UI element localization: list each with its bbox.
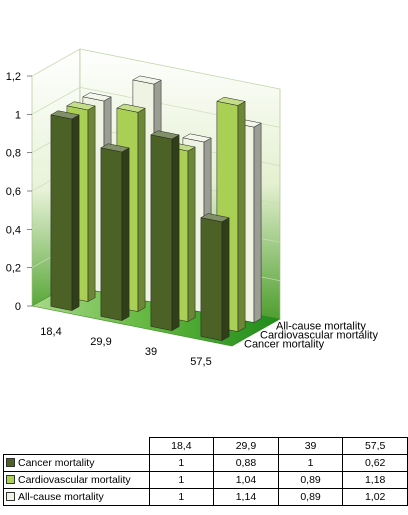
table-row: Cardiovascular mortality 1 1,04 0,89 1,1… — [3, 471, 408, 489]
gridline — [31, 48, 281, 90]
y-tick-label: 1,2 — [6, 71, 21, 83]
table-cell: 0,88 — [213, 454, 279, 472]
bar-top — [182, 133, 212, 143]
table-header-cell: 18,4 — [148, 437, 215, 455]
bar-front — [50, 114, 73, 311]
table-corner — [4, 438, 150, 455]
bar-side — [237, 100, 246, 333]
bar — [100, 143, 130, 322]
legend-label: All-cause mortality — [18, 491, 104, 503]
chart-bars — [50, 75, 262, 342]
bar-top — [132, 75, 162, 85]
depth-axis-label: Cardiovascular mortality — [260, 330, 378, 342]
table-header-cell: 29,9 — [213, 437, 279, 455]
bar-side — [121, 147, 130, 322]
table-header-row: 18,4 29,9 39 57,5 — [4, 437, 408, 455]
bar-top — [66, 101, 96, 111]
table-cell: 0,89 — [277, 471, 344, 489]
bar-front — [100, 147, 123, 321]
y-tick-label: 0,6 — [6, 186, 21, 198]
bar — [150, 130, 180, 332]
table-cell: 1 — [148, 471, 215, 489]
bar-top — [200, 213, 230, 223]
depth-axis-label: All-cause mortality — [276, 321, 366, 333]
legend-label: Cancer mortality — [18, 457, 95, 469]
legend-swatch — [6, 474, 15, 484]
bar-front — [200, 217, 223, 341]
table-row-label: Cardiovascular mortality — [3, 471, 150, 489]
table-header-cell: 57,5 — [342, 437, 408, 455]
bar-top — [116, 103, 146, 113]
y-tick-label: 0,2 — [6, 263, 21, 275]
bar — [200, 213, 230, 342]
bar-side — [171, 134, 180, 332]
bar-top — [82, 92, 112, 102]
table-header-cell: 39 — [277, 437, 344, 455]
table-row-label: All-cause mortality — [3, 488, 150, 506]
y-tick-label: 0 — [15, 301, 21, 313]
table-row-label: Cancer mortality — [3, 454, 150, 472]
bar-side — [137, 107, 146, 313]
legend-swatch — [6, 457, 15, 467]
bar-top — [216, 96, 246, 106]
table-cell: 1 — [277, 454, 344, 472]
chart-labels: 0 0,2 0,4 0,6 0,8 1 1,2 18,4 29,9 39 57,5 Cancer mo… — [6, 71, 379, 368]
legend-label: Cardiovascular mortality — [18, 474, 131, 486]
bar-side — [87, 105, 96, 303]
x-tick-label: 39 — [145, 346, 157, 358]
x-tick-label: 18,4 — [40, 326, 61, 338]
bar-top — [100, 143, 130, 153]
table-cell: 1 — [148, 454, 215, 472]
y-tick-label: 0,8 — [6, 148, 21, 160]
x-tick-label: 29,9 — [90, 336, 111, 348]
table-row: Cancer mortality 1 0,88 1 0,62 — [3, 454, 408, 472]
bar-front — [150, 134, 173, 331]
y-tick-label: 1 — [15, 109, 21, 121]
depth-axis-label: Cancer mortality — [244, 339, 325, 351]
table-cell: 1,04 — [213, 471, 279, 489]
table-row: All-cause mortality 1 1,14 0,89 1,02 — [3, 488, 408, 506]
table-cell: 1,02 — [342, 488, 408, 506]
bar-side — [71, 114, 80, 312]
y-tick-label: 0,4 — [6, 224, 21, 236]
table-cell: 1,14 — [213, 488, 279, 506]
bar — [50, 110, 80, 312]
bar-side — [187, 146, 196, 323]
chart: 0 0,2 0,4 0,6 0,8 1 1,2 18,4 29,9 39 57,5 Cancer mo… — [6, 48, 379, 368]
table-cell: 1,18 — [342, 471, 408, 489]
bar-top — [50, 110, 80, 120]
bar-top — [150, 130, 180, 140]
table-cell: 0,89 — [277, 488, 344, 506]
table-cell: 1 — [148, 488, 215, 506]
bar-side — [221, 217, 230, 342]
bar-side — [253, 122, 262, 324]
gridline — [31, 86, 281, 128]
table-cell: 0,62 — [342, 454, 408, 472]
x-tick-label: 57,5 — [190, 356, 211, 368]
data-table: 18,4 29,9 39 57,5 Cancer mortality 1 0,8… — [3, 437, 408, 506]
legend-swatch — [6, 491, 15, 501]
